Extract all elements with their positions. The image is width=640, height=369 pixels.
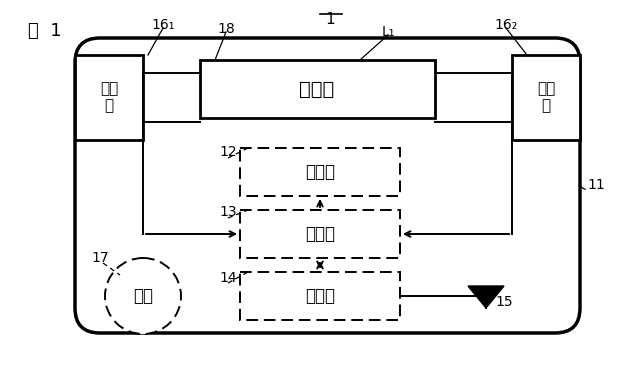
Text: 電池: 電池	[133, 287, 153, 305]
Text: コイル: コイル	[300, 79, 335, 99]
Text: 13: 13	[219, 205, 237, 219]
Text: 検出
部: 検出 部	[537, 81, 555, 113]
Text: 1: 1	[325, 12, 335, 27]
Text: 17: 17	[91, 251, 109, 265]
Text: 14: 14	[219, 271, 237, 285]
Text: 15: 15	[495, 295, 513, 309]
Text: 12: 12	[219, 145, 237, 159]
FancyBboxPatch shape	[75, 38, 580, 333]
Bar	[240, 272, 400, 320]
Text: 図  1: 図 1	[28, 22, 61, 40]
Circle shape	[105, 258, 181, 334]
Bar	[200, 60, 435, 118]
Text: 駅動部: 駅動部	[305, 163, 335, 181]
Text: 検出
部: 検出 部	[100, 81, 118, 113]
Text: 16₁: 16₁	[151, 18, 175, 32]
Polygon shape	[468, 286, 504, 308]
Bar	[240, 148, 400, 196]
Text: 16₂: 16₂	[494, 18, 518, 32]
Text: 18: 18	[217, 22, 235, 36]
Text: 11: 11	[587, 178, 605, 192]
Bar	[240, 210, 400, 258]
Bar	[512, 55, 580, 140]
Text: L₁: L₁	[381, 25, 395, 39]
Text: 制御部: 制御部	[305, 225, 335, 243]
Bar	[75, 55, 143, 140]
Text: 通信部: 通信部	[305, 287, 335, 305]
